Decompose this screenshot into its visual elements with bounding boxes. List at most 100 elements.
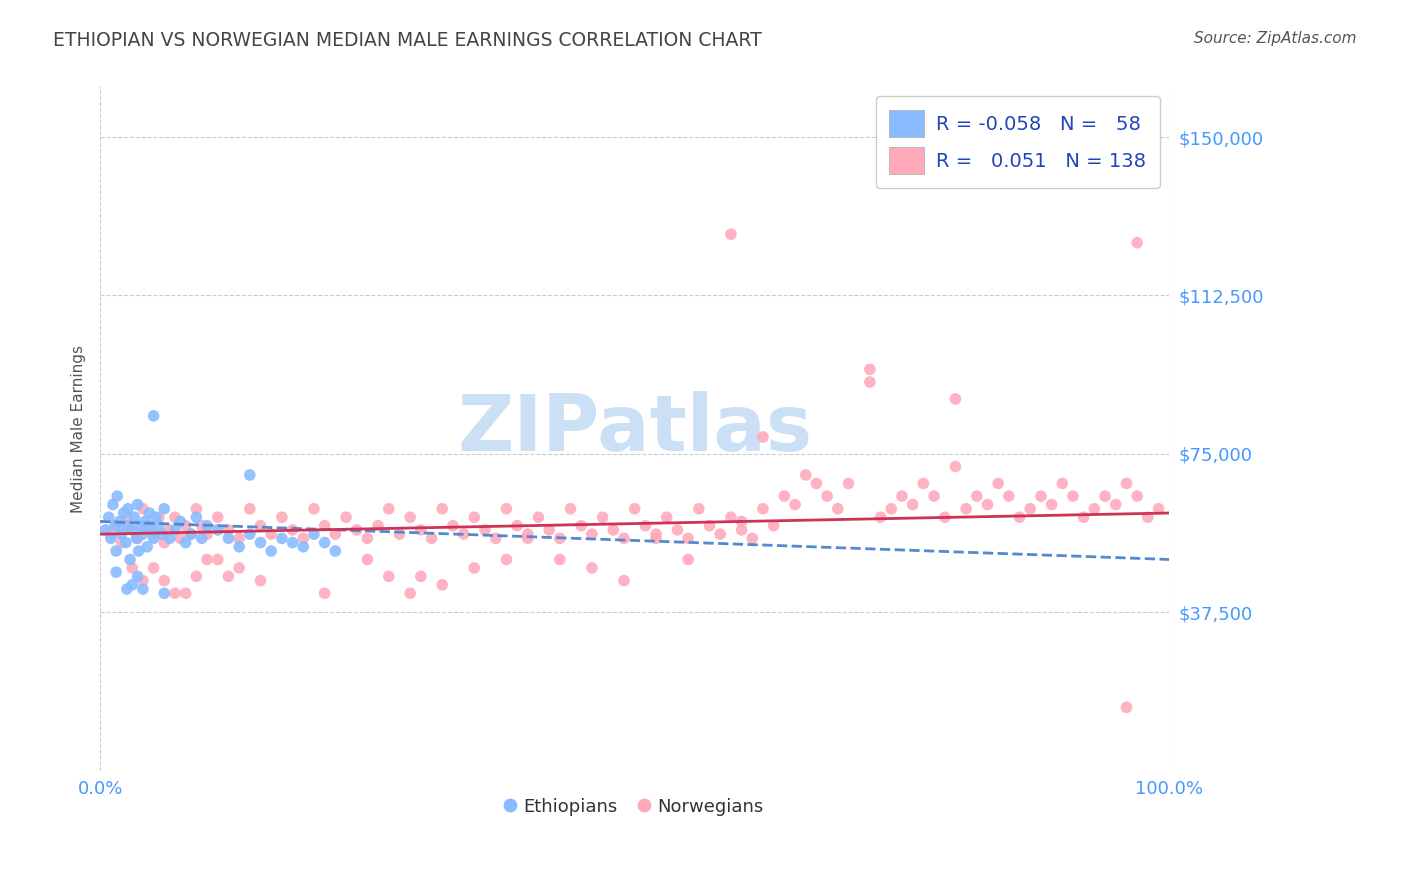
Point — [260, 544, 283, 558]
Point — [720, 227, 742, 242]
Point — [132, 527, 155, 541]
Point — [138, 506, 160, 520]
Point — [827, 501, 849, 516]
Point — [880, 501, 903, 516]
Point — [346, 523, 368, 537]
Point — [125, 532, 148, 546]
Point — [399, 510, 422, 524]
Point — [1094, 489, 1116, 503]
Point — [901, 498, 924, 512]
Point — [1040, 498, 1063, 512]
Point — [516, 527, 538, 541]
Point — [207, 523, 229, 537]
Point — [409, 569, 432, 583]
Point — [560, 501, 582, 516]
Point — [367, 518, 389, 533]
Point — [124, 510, 146, 524]
Point — [859, 375, 882, 389]
Point — [335, 510, 357, 524]
Point — [127, 569, 149, 583]
Point — [1147, 501, 1170, 516]
Point — [174, 518, 197, 533]
Point — [1105, 498, 1128, 512]
Point — [110, 527, 132, 541]
Point — [270, 532, 292, 546]
Point — [207, 552, 229, 566]
Point — [378, 569, 401, 583]
Point — [794, 468, 817, 483]
Point — [141, 523, 163, 537]
Point — [159, 523, 181, 537]
Point — [121, 523, 143, 537]
Point — [121, 561, 143, 575]
Point — [420, 532, 443, 546]
Point — [302, 501, 325, 516]
Point — [699, 518, 721, 533]
Legend: Ethiopians, Norwegians: Ethiopians, Norwegians — [498, 790, 770, 823]
Point — [966, 489, 988, 503]
Point — [270, 510, 292, 524]
Point — [976, 498, 998, 512]
Point — [474, 523, 496, 537]
Point — [127, 498, 149, 512]
Point — [1083, 501, 1105, 516]
Point — [432, 501, 454, 516]
Point — [463, 561, 485, 575]
Point — [142, 532, 165, 546]
Point — [190, 532, 212, 546]
Point — [912, 476, 935, 491]
Point — [314, 586, 336, 600]
Point — [292, 532, 315, 546]
Point — [945, 459, 967, 474]
Point — [180, 527, 202, 541]
Point — [645, 527, 668, 541]
Point — [325, 527, 347, 541]
Point — [101, 498, 124, 512]
Point — [302, 527, 325, 541]
Point — [100, 527, 122, 541]
Point — [453, 527, 475, 541]
Point — [153, 535, 176, 549]
Point — [1115, 476, 1137, 491]
Point — [190, 518, 212, 533]
Point — [127, 532, 149, 546]
Text: ETHIOPIAN VS NORWEGIAN MEDIAN MALE EARNINGS CORRELATION CHART: ETHIOPIAN VS NORWEGIAN MEDIAN MALE EARNI… — [53, 31, 762, 50]
Point — [249, 535, 271, 549]
Point — [228, 532, 250, 546]
Point — [869, 510, 891, 524]
Point — [169, 515, 191, 529]
Point — [1052, 476, 1074, 491]
Point — [153, 586, 176, 600]
Point — [153, 574, 176, 588]
Point — [128, 544, 150, 558]
Point — [186, 569, 208, 583]
Point — [655, 510, 678, 524]
Point — [613, 574, 636, 588]
Point — [325, 544, 347, 558]
Point — [581, 527, 603, 541]
Point — [174, 535, 197, 549]
Point — [752, 430, 775, 444]
Point — [441, 518, 464, 533]
Point — [409, 523, 432, 537]
Point — [110, 535, 132, 549]
Point — [495, 501, 517, 516]
Point — [752, 501, 775, 516]
Point — [112, 506, 135, 520]
Point — [634, 518, 657, 533]
Point — [163, 510, 186, 524]
Point — [773, 489, 796, 503]
Point — [105, 565, 128, 579]
Point — [217, 569, 239, 583]
Point — [153, 501, 176, 516]
Point — [100, 532, 122, 546]
Point — [114, 535, 136, 549]
Point — [132, 582, 155, 596]
Point — [117, 501, 139, 516]
Point — [132, 574, 155, 588]
Point — [730, 515, 752, 529]
Point — [1073, 510, 1095, 524]
Point — [281, 523, 304, 537]
Point — [94, 523, 117, 537]
Point — [239, 468, 262, 483]
